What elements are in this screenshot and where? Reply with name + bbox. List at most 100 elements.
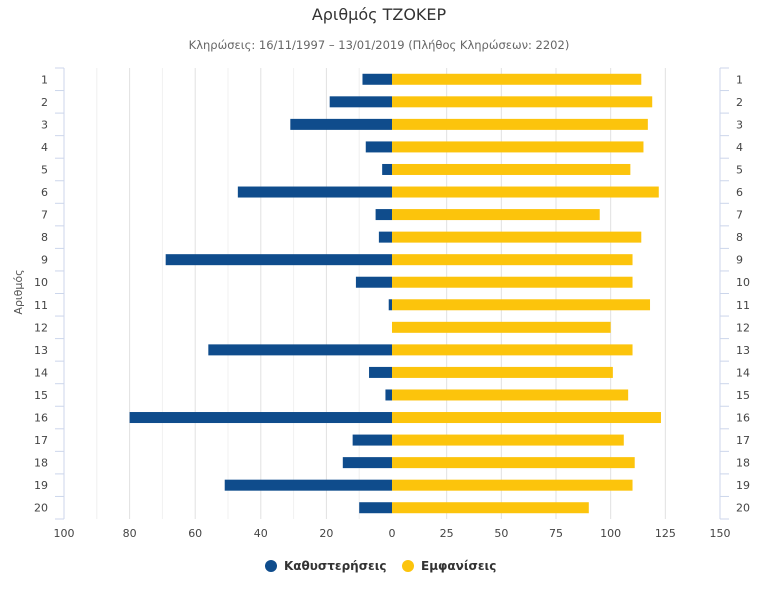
category-label-left: 5 <box>41 163 48 176</box>
x-tick-label: 150 <box>710 527 731 540</box>
bar-delays-9[interactable] <box>165 254 392 266</box>
category-label-left: 1 <box>41 73 48 86</box>
category-label-right: 5 <box>736 163 743 176</box>
category-label-right: 7 <box>736 209 743 222</box>
bar-appearances-13[interactable] <box>392 344 633 356</box>
bar-delays-14[interactable] <box>369 366 392 378</box>
bar-delays-1[interactable] <box>362 73 392 85</box>
category-label-left: 12 <box>34 321 48 334</box>
legend-marker-delays[interactable] <box>265 560 277 572</box>
bar-appearances-10[interactable] <box>392 276 633 288</box>
category-label-left: 17 <box>34 434 48 447</box>
x-tick-label: 125 <box>655 527 676 540</box>
x-tick-label: 60 <box>188 527 202 540</box>
category-label-left: 2 <box>41 96 48 109</box>
category-label-right: 17 <box>736 434 750 447</box>
bar-appearances-12[interactable] <box>392 321 611 333</box>
y-axis-label: Αριθμός <box>12 269 25 314</box>
bar-delays-18[interactable] <box>342 457 392 469</box>
bar-appearances-16[interactable] <box>392 412 661 424</box>
x-tick-label: 75 <box>549 527 563 540</box>
category-label-right: 13 <box>736 344 750 357</box>
bar-appearances-14[interactable] <box>392 366 613 378</box>
category-label-right: 2 <box>736 96 743 109</box>
bar-appearances-1[interactable] <box>392 73 642 85</box>
bar-delays-17[interactable] <box>352 434 392 446</box>
bar-appearances-7[interactable] <box>392 209 600 221</box>
bar-delays-15[interactable] <box>385 389 392 401</box>
gridlines <box>63 68 721 519</box>
category-label-left: 7 <box>41 209 48 222</box>
category-label-left: 11 <box>34 299 48 312</box>
category-label-right: 10 <box>736 276 750 289</box>
chart-subtitle: Κληρώσεις: 16/11/1997 – 13/01/2019 (Πλήθ… <box>189 38 570 52</box>
category-label-right: 8 <box>736 231 743 244</box>
legend-label-appearances[interactable]: Εμφανίσεις <box>421 559 496 573</box>
bars <box>129 73 661 514</box>
bar-delays-5[interactable] <box>382 163 392 175</box>
bar-delays-6[interactable] <box>237 186 392 198</box>
legend: Καθυστερήσεις Εμφανίσεις <box>265 559 496 573</box>
x-tick-label: 50 <box>494 527 508 540</box>
bar-appearances-15[interactable] <box>392 389 629 401</box>
bar-appearances-9[interactable] <box>392 254 633 266</box>
x-tick-label: 80 <box>123 527 137 540</box>
bar-delays-10[interactable] <box>355 276 392 288</box>
bar-appearances-2[interactable] <box>392 96 653 108</box>
category-label-right: 12 <box>736 321 750 334</box>
bar-appearances-4[interactable] <box>392 141 644 153</box>
bar-delays-11[interactable] <box>388 299 392 311</box>
x-tick-label: 25 <box>440 527 454 540</box>
x-tick-label: 20 <box>319 527 333 540</box>
bar-appearances-19[interactable] <box>392 479 633 491</box>
category-label-left: 20 <box>34 502 48 515</box>
category-label-right: 11 <box>736 299 750 312</box>
bar-delays-13[interactable] <box>208 344 392 356</box>
bar-appearances-3[interactable] <box>392 118 648 130</box>
category-label-right: 14 <box>736 366 750 379</box>
bar-delays-16[interactable] <box>129 412 392 424</box>
bar-appearances-11[interactable] <box>392 299 651 311</box>
category-label-left: 18 <box>34 457 48 470</box>
category-label-right: 18 <box>736 457 750 470</box>
bar-delays-19[interactable] <box>224 479 392 491</box>
category-label-left: 4 <box>41 141 48 154</box>
category-label-left: 10 <box>34 276 48 289</box>
x-tick-label: 0 <box>389 527 396 540</box>
chart-title: Αριθμός ΤΖΟΚΕΡ <box>312 5 447 24</box>
bar-appearances-6[interactable] <box>392 186 659 198</box>
bar-delays-8[interactable] <box>378 231 392 243</box>
category-label-right: 4 <box>736 141 743 154</box>
category-label-left: 3 <box>41 118 48 131</box>
bar-appearances-17[interactable] <box>392 434 624 446</box>
category-label-right: 20 <box>736 502 750 515</box>
bar-delays-3[interactable] <box>290 118 392 130</box>
x-tick-label: 100 <box>600 527 621 540</box>
category-label-right: 9 <box>736 254 743 267</box>
bar-delays-2[interactable] <box>329 96 392 108</box>
legend-marker-appearances[interactable] <box>402 560 414 572</box>
category-label-left: 13 <box>34 344 48 357</box>
legend-label-delays[interactable]: Καθυστερήσεις <box>284 559 387 573</box>
x-tick-label: 40 <box>254 527 268 540</box>
x-tick-label: 100 <box>54 527 75 540</box>
bar-appearances-18[interactable] <box>392 457 635 469</box>
category-label-left: 19 <box>34 479 48 492</box>
bar-delays-7[interactable] <box>375 209 392 221</box>
bar-delays-4[interactable] <box>365 141 392 153</box>
category-label-right: 3 <box>736 118 743 131</box>
bar-appearances-5[interactable] <box>392 163 631 175</box>
bar-delays-20[interactable] <box>359 502 392 514</box>
category-label-left: 8 <box>41 231 48 244</box>
category-label-left: 9 <box>41 254 48 267</box>
category-label-right: 16 <box>736 412 750 425</box>
bar-appearances-8[interactable] <box>392 231 642 243</box>
bar-appearances-20[interactable] <box>392 502 589 514</box>
category-label-right: 1 <box>736 73 743 86</box>
category-label-right: 6 <box>736 186 743 199</box>
category-label-right: 19 <box>736 479 750 492</box>
category-label-left: 14 <box>34 366 48 379</box>
category-label-left: 6 <box>41 186 48 199</box>
